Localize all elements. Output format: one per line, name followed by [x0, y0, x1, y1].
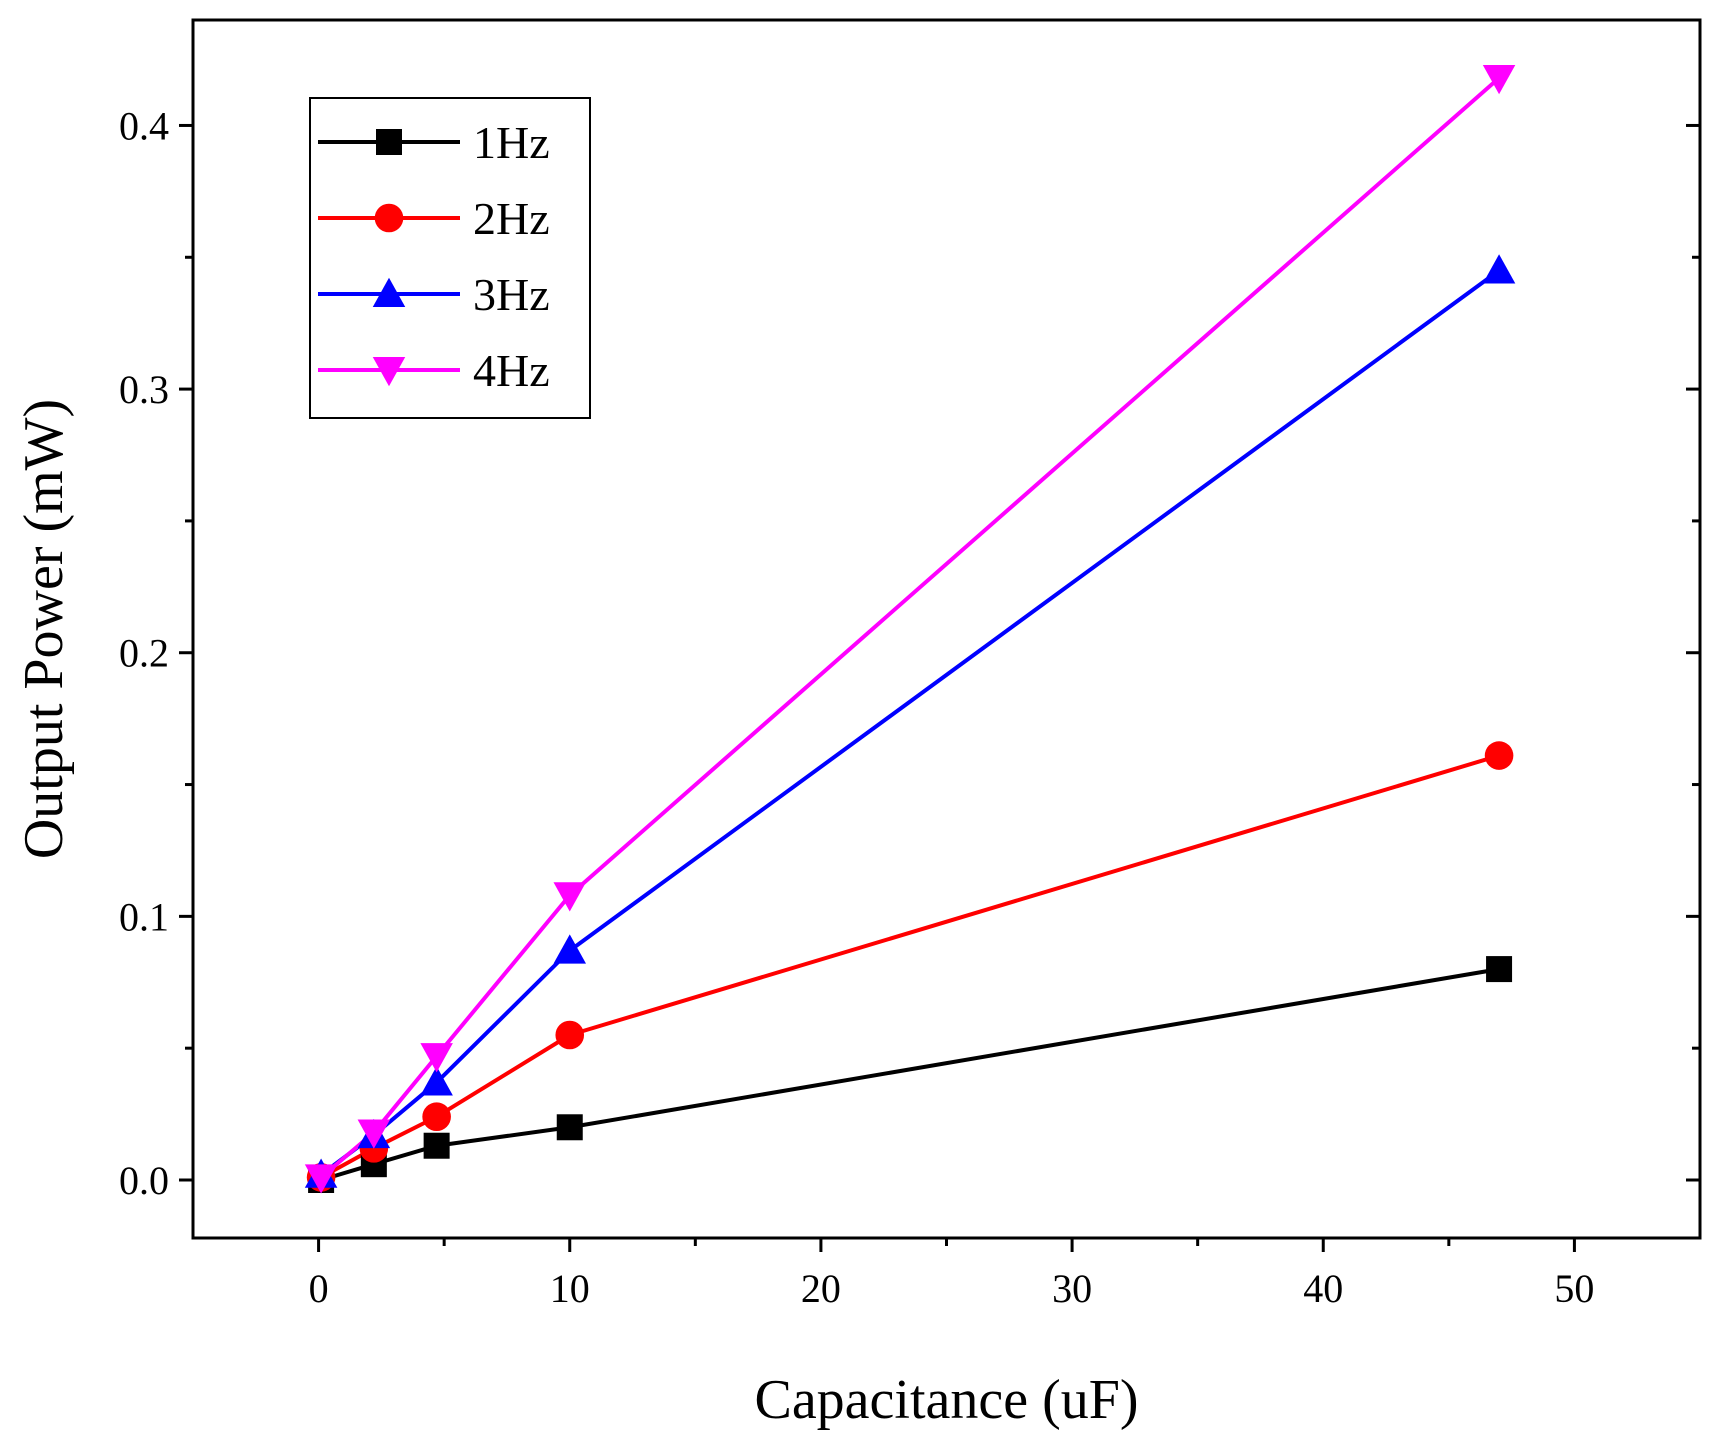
data-point-4hz-2 [420, 1043, 453, 1073]
x-tick-label: 0 [309, 1266, 329, 1311]
x-axis-title: Capacitance (uF) [754, 1369, 1138, 1431]
data-point-2hz-2 [422, 1102, 451, 1132]
data-point-3hz-4 [1482, 254, 1516, 284]
x-tick-label: 10 [550, 1266, 590, 1311]
data-point-1hz-4 [1486, 956, 1513, 983]
legend-marker-2hz [374, 203, 404, 233]
legend-marker-3hz [372, 277, 406, 307]
x-tick-label: 40 [1303, 1266, 1343, 1311]
legend-label-3hz: 3Hz [473, 269, 550, 320]
y-tick-label: 0.3 [119, 367, 169, 412]
y-tick-label: 0.4 [119, 103, 169, 148]
x-tick-label: 30 [1052, 1266, 1092, 1311]
data-point-4hz-1 [357, 1119, 391, 1149]
legend-marker-4hz [372, 357, 406, 387]
data-point-2hz-3 [555, 1020, 585, 1050]
y-tick-label: 0.2 [119, 631, 169, 676]
y-axis-title: Output Power (mW) [13, 399, 75, 859]
legend-label-4hz: 4Hz [473, 345, 550, 396]
axes-layer: 0 10 20 30 40 50 0.0 0.1 0.2 0.3 0.4 [119, 18, 1702, 1311]
data-point-4hz-0 [304, 1164, 338, 1194]
data-point-1hz-2 [423, 1132, 450, 1159]
data-point-4hz-4 [1482, 65, 1516, 95]
y-tick-label: 0.1 [119, 894, 169, 939]
legend-marker-1hz [376, 129, 402, 155]
data-point-2hz-4 [1484, 741, 1514, 770]
data-point-1hz-3 [556, 1114, 583, 1141]
data-point-3hz-2 [420, 1066, 453, 1096]
legend-box [309, 97, 591, 419]
legend: 1Hz 2Hz 3Hz 4Hz [309, 97, 591, 419]
x-tick-label: 50 [1554, 1266, 1594, 1311]
legend-label-1hz: 1Hz [473, 117, 550, 168]
data-point-4hz-3 [553, 882, 586, 912]
plot-layer [304, 65, 1516, 1194]
x-tick-label: 20 [801, 1266, 841, 1311]
legend-label-2hz: 2Hz [473, 193, 550, 244]
data-point-3hz-3 [553, 934, 586, 964]
y-tick-label: 0.0 [119, 1158, 169, 1203]
